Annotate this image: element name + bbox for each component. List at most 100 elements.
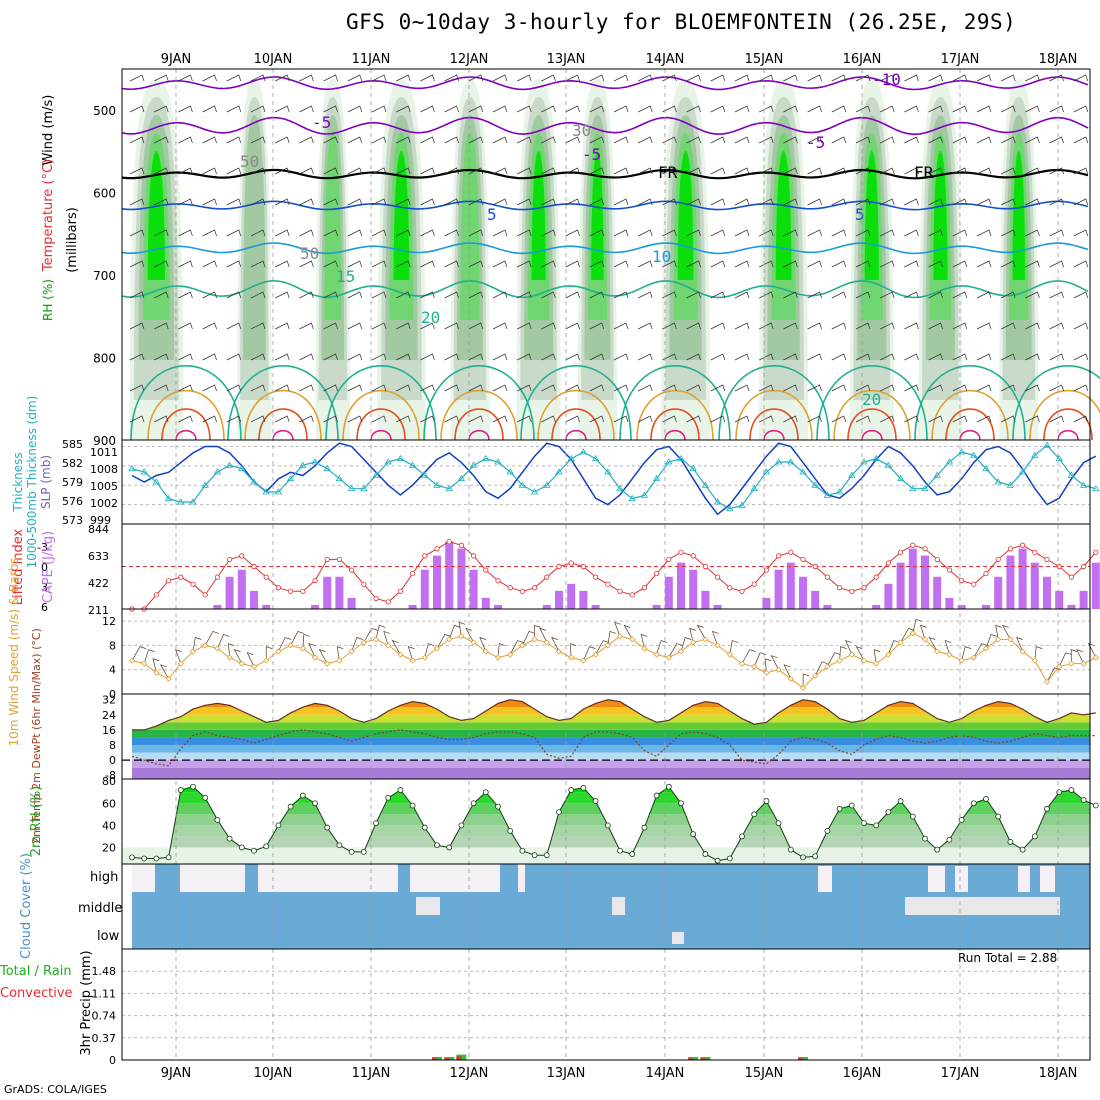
wind-barb — [371, 353, 387, 361]
wind-barb — [541, 229, 556, 237]
thickness-axis-title: 1000-500mb Thickness (dm) — [25, 396, 39, 569]
wind-barb — [1025, 74, 1040, 82]
cape-tick: 633 — [88, 550, 109, 563]
lifted-index-point — [202, 592, 208, 598]
cape-bar — [664, 576, 673, 609]
wind-barb — [952, 322, 968, 330]
rh2m-point — [702, 851, 709, 857]
slp-axis-label: SLP (mb) — [39, 455, 53, 509]
wind-barb — [662, 105, 677, 113]
wind-barb — [880, 384, 895, 392]
wind-barb — [154, 322, 169, 330]
wind-barb — [759, 136, 774, 144]
thickness-point — [970, 451, 978, 458]
thickness-point — [177, 498, 185, 505]
wind-barb — [492, 291, 508, 299]
wind10m-point — [799, 684, 807, 691]
wind10m-barb — [551, 636, 560, 652]
wind-barb — [444, 291, 459, 299]
precip-panel — [122, 970, 1090, 1060]
wind-barb — [831, 167, 847, 175]
wind-barb — [1001, 291, 1016, 299]
wind10m-barb — [614, 621, 621, 637]
rh2m-point — [214, 816, 221, 823]
cape-bar — [908, 548, 917, 609]
li-tick: 6 — [41, 601, 48, 614]
wind-barb — [904, 136, 919, 144]
wind-barb — [347, 167, 363, 175]
wind-barb — [904, 384, 919, 392]
wind-barb — [468, 74, 484, 82]
wind-barb — [129, 384, 145, 392]
cape-bar — [250, 590, 258, 609]
rh-tick: 80 — [102, 775, 116, 788]
wind10m-barb — [696, 624, 706, 640]
lifted-index-point — [519, 588, 526, 594]
lifted-index-point — [922, 546, 928, 552]
lifted-index-point — [190, 581, 196, 587]
wind-barb — [1049, 229, 1064, 237]
thickness-point — [335, 474, 344, 482]
cape-bar — [713, 604, 722, 609]
wind-barb — [904, 415, 919, 423]
thickness-point — [738, 501, 746, 508]
rh2m-point — [848, 802, 855, 809]
wind10m-barb — [539, 627, 548, 643]
x-tick-top: 17JAN — [941, 52, 980, 67]
cape-bar — [1030, 562, 1039, 609]
wind10m-barb — [900, 627, 915, 643]
temp-dome-contour — [749, 408, 799, 441]
cloud-high-gap — [818, 866, 832, 892]
wind-barb — [396, 198, 411, 206]
wind-barb — [468, 415, 484, 423]
thickness-point — [909, 484, 917, 492]
thickness-point — [286, 474, 295, 482]
wind-barb — [976, 415, 992, 423]
contour-label: 30 — [572, 121, 591, 140]
wind10m-line — [131, 632, 1097, 689]
wind10m-point — [616, 633, 624, 640]
wind-barb — [638, 229, 653, 237]
wind-barb — [783, 415, 798, 423]
wind-barb — [178, 415, 193, 423]
wind-barb — [420, 105, 435, 113]
cloud-level-label: middle — [78, 901, 122, 916]
temp-dome-contour — [440, 389, 518, 441]
wind-barb — [226, 167, 242, 175]
wind-barb — [904, 229, 919, 237]
temp-tick: 24 — [102, 709, 116, 722]
wind-barb — [759, 353, 774, 361]
cape-bar — [1079, 590, 1088, 609]
thickness-tick: 573 — [62, 514, 83, 527]
slp-tick: 1005 — [90, 480, 118, 493]
wind-barb — [420, 229, 435, 237]
wind10m-point — [836, 657, 843, 664]
wind-barb — [396, 74, 411, 82]
lifted-index-point — [605, 581, 611, 587]
wind-barb — [541, 74, 556, 82]
temp-band — [132, 722, 1090, 730]
wind-barb — [371, 105, 387, 113]
cape-bar — [494, 604, 502, 609]
wind-barb — [686, 260, 701, 268]
wind10m-point — [568, 654, 575, 661]
wind10m-point — [263, 657, 270, 664]
wind10m-barb — [391, 639, 401, 655]
wind-barb — [347, 384, 363, 392]
wind-barb — [831, 229, 847, 237]
wind-barb — [178, 198, 193, 206]
wind10m-barb — [424, 643, 435, 658]
temp-dome-contour — [816, 365, 928, 441]
cape-bar — [347, 597, 356, 609]
thickness-tick: 576 — [62, 495, 83, 508]
wind-barb — [154, 384, 169, 392]
wind-barb — [783, 291, 798, 299]
wind-barb — [662, 136, 677, 144]
rh2m-point — [653, 792, 660, 799]
wind-barb — [323, 167, 338, 175]
thickness-point — [860, 458, 868, 465]
wind10m-barb — [827, 652, 841, 667]
x-tick-bottom: 17JAN — [941, 1066, 980, 1081]
wind10m-point — [580, 657, 587, 664]
wind-barb — [250, 353, 266, 361]
